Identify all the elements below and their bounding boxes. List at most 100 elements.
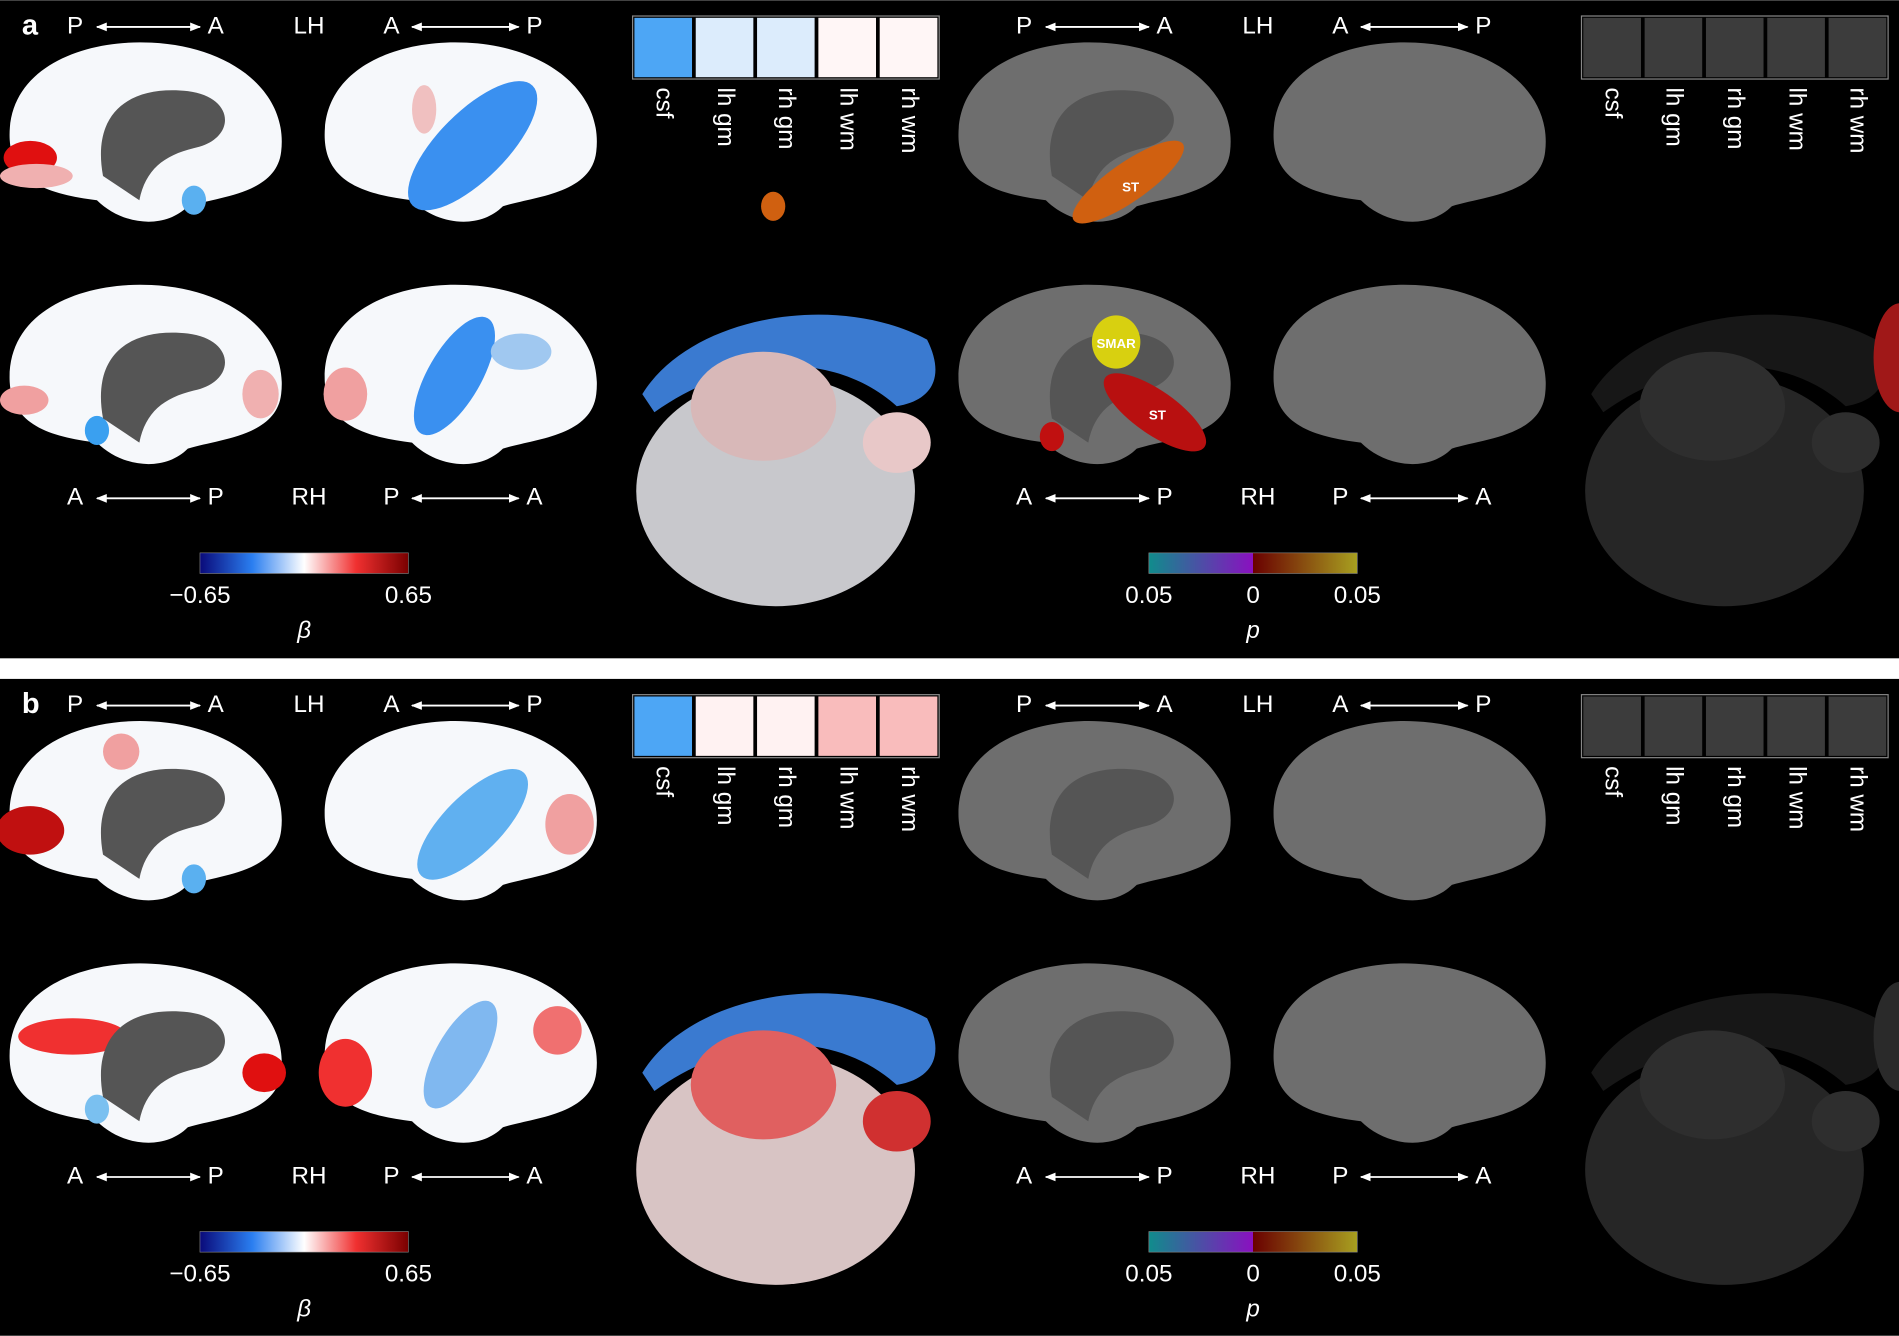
brain-region bbox=[423, 1000, 498, 1109]
significant-region bbox=[1103, 373, 1207, 452]
region-label: ST bbox=[1149, 407, 1166, 422]
orientation-label: A bbox=[1157, 691, 1174, 718]
tissue-label: lh wm bbox=[1783, 766, 1810, 829]
orientation-label: A bbox=[526, 1162, 543, 1189]
colorbar-symbol: β bbox=[296, 1296, 311, 1323]
tissue-label: rh gm bbox=[1722, 766, 1749, 828]
orientation-label: A bbox=[1157, 12, 1174, 39]
orientation-label: P bbox=[1475, 12, 1491, 39]
tissue-label: rh wm bbox=[896, 766, 923, 832]
tissue-frame bbox=[631, 15, 940, 80]
brain-region bbox=[0, 385, 49, 415]
tissue-box bbox=[1824, 692, 1890, 760]
tissue-label: rh gm bbox=[1722, 88, 1749, 150]
orientation-label: A bbox=[208, 12, 225, 39]
tissue-label: rh gm bbox=[773, 88, 800, 150]
tissue-label: lh gm bbox=[712, 766, 739, 825]
tissue-label: rh wm bbox=[1845, 766, 1872, 832]
colorbar bbox=[1148, 1231, 1358, 1253]
tissue-label: csf bbox=[1599, 766, 1626, 797]
brain-medial-wall bbox=[1049, 768, 1174, 879]
brain-medial-wall bbox=[1049, 90, 1174, 201]
significant-region bbox=[1072, 140, 1184, 224]
orientation-label: A bbox=[1475, 1162, 1492, 1189]
tissue-label: rh wm bbox=[896, 88, 923, 154]
brain-surface bbox=[1273, 284, 1546, 465]
brain-region bbox=[412, 85, 437, 134]
tissue-label: lh wm bbox=[1783, 88, 1810, 151]
tissue-label: lh gm bbox=[712, 88, 739, 147]
tissue-box bbox=[814, 692, 880, 760]
tissue-box bbox=[1702, 692, 1768, 760]
orientation-label: P bbox=[526, 691, 542, 718]
subcortical-nucleus bbox=[862, 412, 931, 473]
tissue-label: lh gm bbox=[1661, 766, 1688, 825]
orientation-label: A bbox=[1016, 1162, 1033, 1189]
brain-region bbox=[242, 369, 279, 419]
tissue-frame bbox=[1580, 15, 1889, 80]
tissue-box bbox=[692, 692, 758, 760]
colorbar-symbol: p bbox=[1245, 617, 1259, 644]
tissue-box bbox=[1579, 14, 1645, 81]
brain-region bbox=[323, 367, 368, 421]
orientation-label: A bbox=[383, 691, 400, 718]
tissue-box bbox=[1824, 14, 1890, 81]
tissue-box bbox=[753, 692, 819, 760]
orientation-label: A bbox=[1332, 691, 1349, 718]
colorbar-tick-label: 0.65 bbox=[385, 582, 432, 609]
orientation-label: P bbox=[1157, 484, 1173, 511]
significant-region bbox=[1873, 303, 1899, 413]
orientation-label: P bbox=[1016, 691, 1032, 718]
colorbar bbox=[199, 552, 409, 574]
orientation-label: A bbox=[1016, 484, 1033, 511]
tissue-box bbox=[876, 14, 942, 81]
brain-medial-wall bbox=[100, 768, 225, 879]
colorbar bbox=[199, 1231, 409, 1253]
brain-region bbox=[545, 794, 594, 855]
tissue-box bbox=[1702, 14, 1768, 81]
orientation-label: LH bbox=[1242, 691, 1273, 718]
orientation-label: RH bbox=[292, 1162, 327, 1189]
colorbar-tick-label: 0.65 bbox=[385, 1261, 432, 1288]
brain-region bbox=[181, 185, 207, 215]
orientation-label: LH bbox=[1242, 12, 1273, 39]
orientation-label: P bbox=[67, 12, 83, 39]
brain-medial-wall bbox=[100, 332, 225, 443]
subcortical-nucleus bbox=[1811, 412, 1880, 473]
brain-region bbox=[0, 806, 65, 855]
tissue-box bbox=[1763, 14, 1829, 81]
subcortical-nucleus bbox=[1811, 1090, 1880, 1152]
tissue-box bbox=[630, 14, 696, 81]
brain-medial-wall bbox=[100, 1011, 225, 1122]
brain-region bbox=[490, 333, 552, 370]
tissue-frame bbox=[1580, 694, 1889, 759]
brain-surface bbox=[1273, 42, 1546, 222]
tissue-label: rh wm bbox=[1845, 88, 1872, 154]
colorbar-tick-label: 0.05 bbox=[1334, 582, 1381, 609]
tissue-box bbox=[630, 692, 696, 760]
brain-surface bbox=[1273, 721, 1546, 901]
colorbar-symbol: p bbox=[1245, 1296, 1259, 1323]
brain-region bbox=[84, 415, 110, 446]
tissue-label: csf bbox=[1599, 88, 1626, 119]
tissue-box bbox=[876, 692, 942, 760]
orientation-label: A bbox=[1475, 484, 1492, 511]
orientation-label: P bbox=[383, 1162, 399, 1189]
panel-label: a bbox=[22, 10, 39, 42]
subcortical-nucleus bbox=[690, 351, 837, 461]
tissue-box bbox=[1640, 692, 1706, 760]
tissue-box bbox=[1763, 692, 1829, 760]
region-label: ST bbox=[1122, 180, 1139, 195]
orientation-label: P bbox=[208, 1162, 224, 1189]
brain-region bbox=[103, 733, 140, 770]
tissue-label: lh wm bbox=[834, 88, 861, 151]
brain-surface bbox=[1273, 963, 1546, 1143]
orientation-label: A bbox=[67, 484, 84, 511]
brain-region bbox=[0, 163, 73, 189]
colorbar-tick-label: −0.65 bbox=[169, 582, 230, 609]
subcortical-nucleus bbox=[1639, 1030, 1786, 1140]
panel-background bbox=[0, 678, 1899, 1336]
colorbar-tick-label: 0.05 bbox=[1125, 582, 1172, 609]
colorbar-tick-label: 0 bbox=[1246, 1261, 1259, 1288]
tissue-label: lh wm bbox=[834, 766, 861, 829]
